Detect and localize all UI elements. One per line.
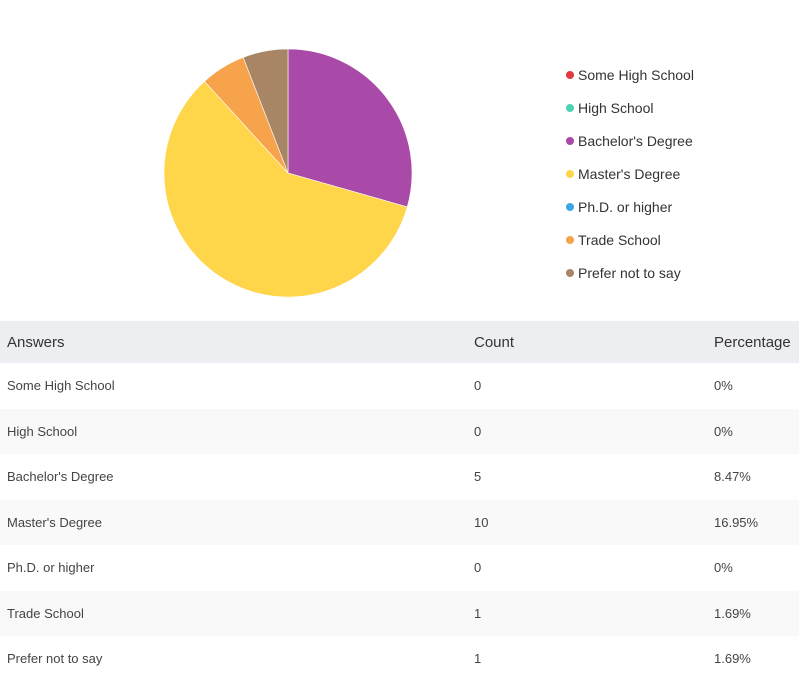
legend-item[interactable]: Bachelor's Degree xyxy=(566,124,694,157)
count-cell: 5 xyxy=(474,469,482,485)
count-cell: 1 xyxy=(474,651,482,667)
legend-dot-icon xyxy=(566,235,574,244)
percentage-cell: 16.95% xyxy=(714,514,759,530)
table-header-row: Answers Count Percentage xyxy=(0,321,799,363)
legend-dot-icon xyxy=(566,103,574,112)
answer-cell: Some High School xyxy=(7,378,115,394)
percentage-cell: 0% xyxy=(714,560,733,576)
count-cell: 0 xyxy=(474,423,482,439)
legend-label: Master's Degree xyxy=(578,165,681,182)
legend-item[interactable]: High School xyxy=(566,91,694,124)
legend-dot-icon xyxy=(566,268,574,277)
legend-dot-icon xyxy=(566,202,574,211)
legend-label: Some High School xyxy=(578,66,694,83)
pie-slice-prefer-not-to-say[interactable] xyxy=(242,48,289,174)
pie-slice-master-s-degree[interactable] xyxy=(163,80,408,298)
percentage-cell: 0% xyxy=(714,378,733,394)
percentage-cell: 1.69% xyxy=(714,605,751,621)
answer-cell: Ph.D. or higher xyxy=(7,560,95,576)
table-row: Trade School 1 1.69% xyxy=(0,590,799,636)
header-percentage: Percentage xyxy=(714,333,791,351)
answer-cell: Master's Degree xyxy=(7,514,102,530)
answer-cell: Prefer not to say xyxy=(7,651,103,667)
answer-cell: Bachelor's Degree xyxy=(7,469,114,485)
percentage-cell: 0% xyxy=(714,423,733,439)
legend-item[interactable]: Prefer not to say xyxy=(566,256,694,289)
legend-item[interactable]: Trade School xyxy=(566,223,694,256)
table-row: Prefer not to say 1 1.69% xyxy=(0,636,799,682)
header-answers: Answers xyxy=(7,333,65,351)
pie-slice-bachelor-s-degree[interactable] xyxy=(287,48,413,208)
answer-cell: High School xyxy=(7,423,78,439)
legend-label: Trade School xyxy=(578,231,661,248)
count-cell: 0 xyxy=(474,378,482,394)
percentage-cell: 8.47% xyxy=(714,469,751,485)
count-cell: 1 xyxy=(474,605,482,621)
pie-chart xyxy=(163,48,413,298)
table-row: Ph.D. or higher 0 0% xyxy=(0,545,799,591)
legend-label: Ph.D. or higher xyxy=(578,198,673,215)
legend-item[interactable]: Master's Degree xyxy=(566,157,694,190)
legend-item[interactable]: Some High School xyxy=(566,58,694,91)
legend-dot-icon xyxy=(566,169,574,178)
legend-label: High School xyxy=(578,99,654,116)
legend-label: Prefer not to say xyxy=(578,264,681,281)
answer-cell: Trade School xyxy=(7,605,84,621)
results-table: Answers Count Percentage Some High Schoo… xyxy=(0,321,799,682)
table-row: Bachelor's Degree 5 8.47% xyxy=(0,454,799,500)
count-cell: 10 xyxy=(474,514,489,530)
count-cell: 0 xyxy=(474,560,482,576)
percentage-cell: 1.69% xyxy=(714,651,751,667)
header-count: Count xyxy=(474,333,515,351)
table-row: Master's Degree 10 16.95% xyxy=(0,499,799,545)
chart-legend: Some High School High School Bachelor's De… xyxy=(566,58,694,289)
legend-label: Bachelor's Degree xyxy=(578,132,693,149)
legend-dot-icon xyxy=(566,70,574,79)
table-row: High School 0 0% xyxy=(0,408,799,454)
table-row: Some High School 0 0% xyxy=(0,363,799,409)
legend-dot-icon xyxy=(566,136,574,145)
legend-item[interactable]: Ph.D. or higher xyxy=(566,190,694,223)
